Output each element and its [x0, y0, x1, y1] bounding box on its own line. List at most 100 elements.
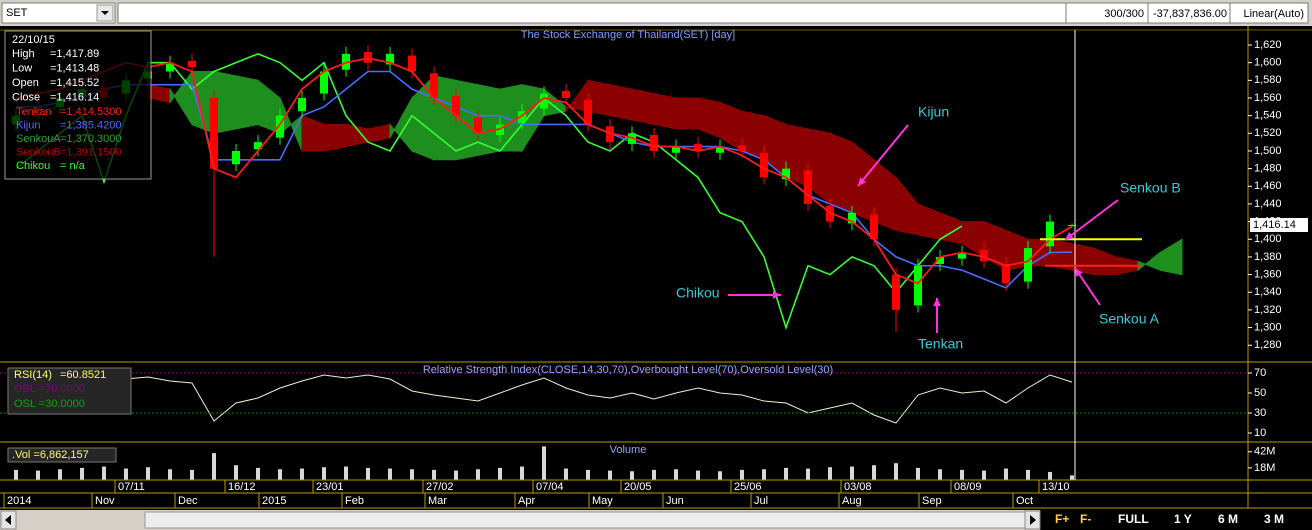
y-tick-label: 1,440: [1254, 198, 1282, 210]
month-label: Sep: [922, 495, 942, 507]
rsi-box: [7, 367, 132, 415]
volume-bar: [58, 469, 62, 480]
candle-body: [540, 93, 548, 109]
volume-bar: [894, 463, 898, 480]
month-label: May: [592, 495, 613, 507]
volume-bar: [1004, 468, 1008, 480]
volume-bar: [652, 469, 656, 480]
volume-bar: [586, 469, 590, 480]
ohlc-value: =1,416.14: [50, 91, 99, 103]
x-tick-label: 13/10: [1042, 481, 1070, 493]
volume-bar: [674, 469, 678, 480]
x-tick-label: 27/02: [426, 481, 454, 493]
info-box: [4, 30, 152, 180]
arrow-head: [1075, 268, 1083, 277]
x-tick-label: 03/08: [844, 481, 872, 493]
arrow-head: [858, 177, 867, 186]
y-tick-label: 50: [1254, 387, 1266, 399]
dropdown-arrow: [101, 11, 109, 15]
volume-bar: [806, 468, 810, 480]
candle-body: [298, 97, 306, 112]
cloud-segment: [367, 123, 391, 143]
candle-body: [958, 252, 966, 259]
series-line: [16, 70, 1073, 289]
ohlc-label: Low: [12, 62, 32, 74]
candle-body: [782, 168, 790, 180]
x-tick-label: 08/09: [954, 481, 982, 493]
volume-bar: [256, 467, 260, 480]
month-label: Aug: [842, 495, 862, 507]
y-tick-label: 1,480: [1254, 163, 1282, 175]
y-tick-label: 18M: [1254, 462, 1275, 474]
candle-body: [914, 265, 922, 306]
bar-count: 300/300: [1104, 8, 1144, 20]
rsi-line: [15, 374, 1073, 424]
range-button[interactable]: 6 M: [1218, 512, 1238, 526]
month-label: Feb: [345, 495, 364, 507]
legend-name: RSI(14): [14, 369, 52, 381]
volume-bar: [80, 467, 84, 480]
y-tick-label: 1,620: [1254, 39, 1282, 51]
scroll-thumb[interactable]: [144, 511, 1026, 529]
candle-body: [518, 111, 526, 123]
legend-value: =1,414.5300: [60, 106, 121, 118]
range-button[interactable]: FULL: [1118, 512, 1149, 526]
cloud-segment: [301, 114, 325, 152]
y-tick-label: 1,500: [1254, 145, 1282, 157]
volume-bar: [498, 467, 502, 480]
symbol-dropdown[interactable]: [1, 2, 116, 24]
volume-bar: [1026, 469, 1030, 480]
legend-name: SenkouB: [16, 146, 61, 158]
candle-body: [936, 256, 944, 264]
range-button[interactable]: F+: [1055, 512, 1069, 526]
y-tick-label: 1,560: [1254, 92, 1282, 104]
volume-bar: [190, 469, 194, 480]
volume-bar: [960, 469, 964, 480]
volume-bar: [828, 467, 832, 480]
volume-bar: [36, 470, 40, 480]
main-plot: [12, 45, 1183, 332]
month-label: Apr: [518, 495, 535, 507]
cloud-segment: [609, 84, 633, 121]
annotation: Senkou A: [1099, 311, 1160, 327]
cloud-segment: [1159, 238, 1183, 276]
candle-body: [562, 90, 570, 98]
overbought-label: OBL =70.0000: [14, 383, 85, 395]
volume-plot: [14, 446, 1074, 480]
ohlc-value: =1,415.52: [50, 77, 99, 89]
volume-bar: [784, 467, 788, 480]
volume-bar: [102, 466, 106, 480]
volume-bar: [322, 467, 326, 480]
volume-bar: [146, 467, 150, 480]
legend-value: = n/a: [60, 160, 86, 172]
legend-name: Chikou: [16, 160, 50, 172]
status-field: [117, 2, 1309, 24]
range-button[interactable]: F-: [1080, 512, 1091, 526]
y-tick-label: 70: [1254, 367, 1266, 379]
legend-value: =1,385.4200: [60, 119, 121, 131]
symbol: SET: [6, 7, 28, 19]
y-tick-label: 1,540: [1254, 110, 1282, 122]
volume-bar: [542, 446, 546, 480]
y-tick-label: 1,580: [1254, 74, 1282, 86]
x-tick-label: 07/04: [536, 481, 564, 493]
candle-body: [474, 117, 482, 134]
candle-body: [1046, 221, 1054, 247]
range-button[interactable]: 3 M: [1264, 512, 1284, 526]
cloud-segment: [389, 96, 413, 153]
candle-body: [188, 60, 196, 68]
range-button[interactable]: 1 Y: [1174, 512, 1192, 526]
ohlc-label: Open: [12, 77, 39, 89]
volume-bar: [212, 453, 216, 480]
volume-bar: [630, 471, 634, 480]
volume-bar: [740, 469, 744, 480]
volume-bar: [14, 469, 18, 480]
cloud-segment: [1093, 247, 1117, 276]
y-tick-label: 1,280: [1254, 339, 1282, 351]
y-tick-label: 1,460: [1254, 180, 1282, 192]
volume-bar: [762, 469, 766, 480]
month-label: Oct: [1016, 495, 1033, 507]
month-label: Nov: [95, 495, 115, 507]
candle-body: [408, 55, 416, 72]
